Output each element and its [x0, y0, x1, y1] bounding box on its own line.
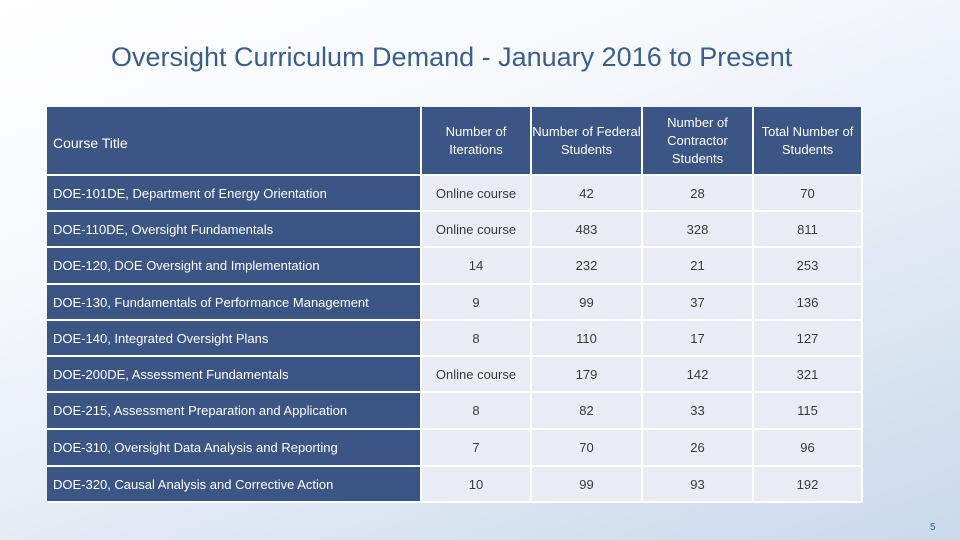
header-contractor-students: Number of Contractor Students: [643, 107, 754, 176]
course-title-cell: DOE-101DE, Department of Energy Orientat…: [47, 176, 422, 212]
header-total-students: Total Number of Students: [754, 107, 863, 176]
value-cell: 179: [532, 357, 643, 393]
value-cell: 70: [532, 430, 643, 467]
header-iterations: Number of Iterations: [422, 107, 532, 176]
value-cell: 253: [754, 248, 863, 285]
value-cell: 328: [643, 212, 754, 248]
value-cell: 127: [754, 321, 863, 357]
value-cell: 232: [532, 248, 643, 285]
table-row: DOE-310, Oversight Data Analysis and Rep…: [47, 430, 863, 467]
page-number: 5: [930, 522, 936, 533]
table-row: DOE-200DE, Assessment Fundamentals Online…: [47, 357, 863, 393]
value-cell: 8: [422, 393, 532, 430]
value-cell: 14: [422, 248, 532, 285]
value-cell: 99: [532, 467, 643, 503]
value-cell: 136: [754, 285, 863, 321]
value-cell: Online course: [422, 176, 532, 212]
value-cell: 99: [532, 285, 643, 321]
value-cell: 115: [754, 393, 863, 430]
curriculum-table: Course Title Number of Iterations Number…: [47, 107, 863, 503]
value-cell: 7: [422, 430, 532, 467]
value-cell: 28: [643, 176, 754, 212]
page-title: Oversight Curriculum Demand - January 20…: [111, 42, 793, 72]
value-cell: 70: [754, 176, 863, 212]
value-cell: Online course: [422, 357, 532, 393]
value-cell: 21: [643, 248, 754, 285]
table-row: DOE-130, Fundamentals of Performance Man…: [47, 285, 863, 321]
course-title-cell: DOE-200DE, Assessment Fundamentals: [47, 357, 422, 393]
course-title-cell: DOE-320, Causal Analysis and Corrective …: [47, 467, 422, 503]
header-federal-students: Number of Federal Students: [532, 107, 643, 176]
table-row: DOE-110DE, Oversight Fundamentals Online …: [47, 212, 863, 248]
value-cell: 321: [754, 357, 863, 393]
value-cell: 9: [422, 285, 532, 321]
value-cell: 142: [643, 357, 754, 393]
course-title-cell: DOE-310, Oversight Data Analysis and Rep…: [47, 430, 422, 467]
value-cell: 10: [422, 467, 532, 503]
value-cell: 26: [643, 430, 754, 467]
course-title-cell: DOE-140, Integrated Oversight Plans: [47, 321, 422, 357]
value-cell: 96: [754, 430, 863, 467]
value-cell: 811: [754, 212, 863, 248]
value-cell: 82: [532, 393, 643, 430]
value-cell: 192: [754, 467, 863, 503]
table-row: DOE-215, Assessment Preparation and Appl…: [47, 393, 863, 430]
value-cell: 483: [532, 212, 643, 248]
table-header-row: Course Title Number of Iterations Number…: [47, 107, 863, 176]
course-title-cell: DOE-120, DOE Oversight and Implementatio…: [47, 248, 422, 285]
value-cell: 33: [643, 393, 754, 430]
value-cell: 93: [643, 467, 754, 503]
value-cell: Online course: [422, 212, 532, 248]
course-title-cell: DOE-215, Assessment Preparation and Appl…: [47, 393, 422, 430]
table-row: DOE-140, Integrated Oversight Plans 8 110 1…: [47, 321, 863, 357]
value-cell: 37: [643, 285, 754, 321]
table-row: DOE-101DE, Department of Energy Orientat…: [47, 176, 863, 212]
table-row: DOE-320, Causal Analysis and Corrective …: [47, 467, 863, 503]
value-cell: 110: [532, 321, 643, 357]
value-cell: 17: [643, 321, 754, 357]
value-cell: 42: [532, 176, 643, 212]
header-course-title: Course Title: [47, 107, 422, 176]
table-row: DOE-120, DOE Oversight and Implementatio…: [47, 248, 863, 285]
course-title-cell: DOE-110DE, Oversight Fundamentals: [47, 212, 422, 248]
value-cell: 8: [422, 321, 532, 357]
course-title-cell: DOE-130, Fundamentals of Performance Man…: [47, 285, 422, 321]
